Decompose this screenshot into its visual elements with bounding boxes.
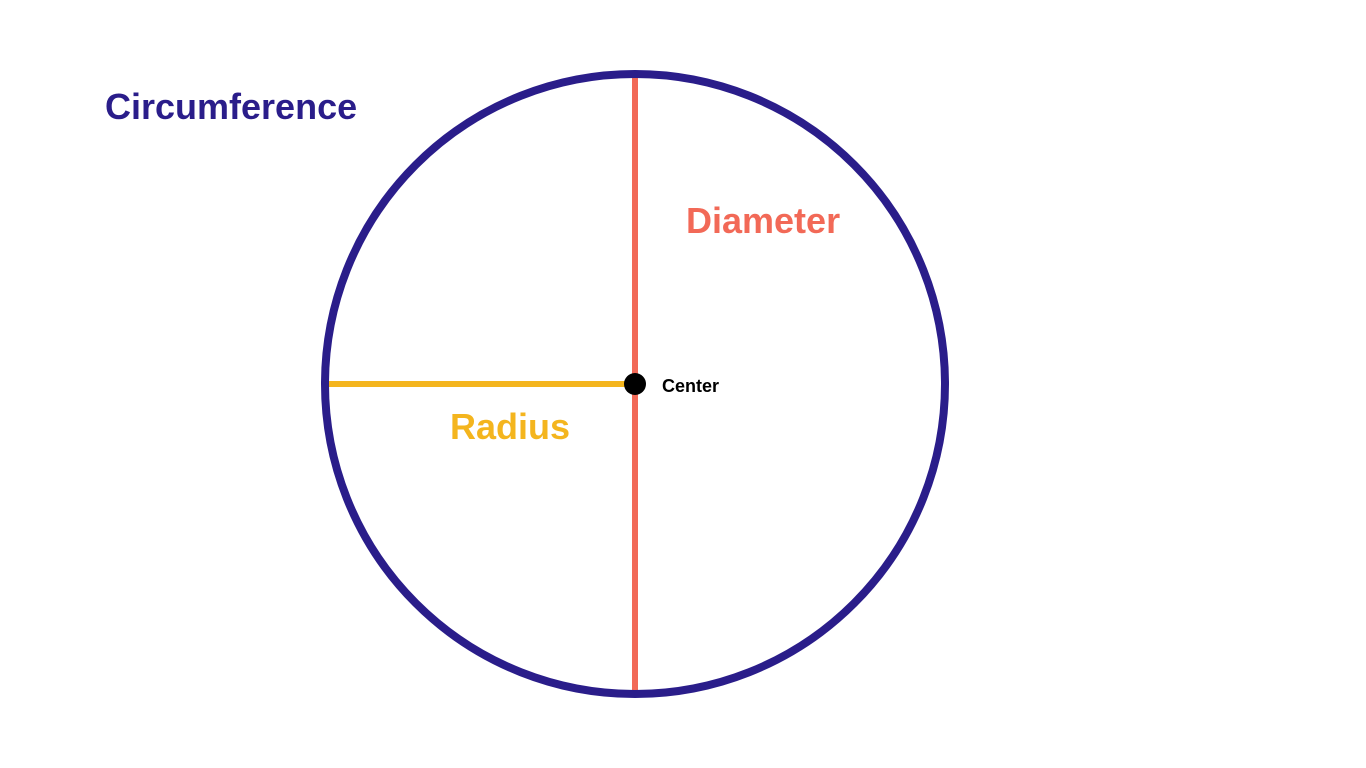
diameter-label: Diameter — [686, 200, 840, 242]
radius-label: Radius — [450, 406, 570, 448]
circle-anatomy-diagram: Circumference Diameter Radius Center — [0, 0, 1366, 768]
circumference-label: Circumference — [105, 86, 357, 128]
center-label: Center — [662, 376, 719, 397]
center-dot — [624, 373, 646, 395]
